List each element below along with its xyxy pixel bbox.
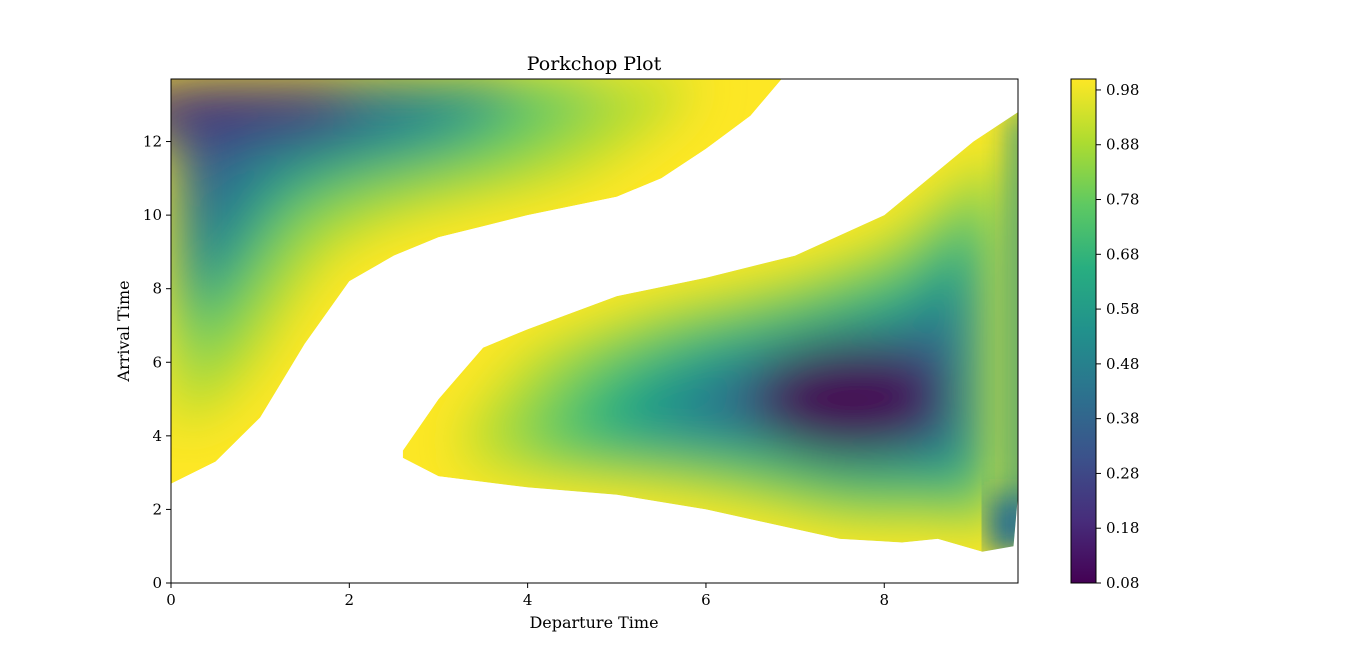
colorbar-tick-label: 0.58	[1106, 300, 1139, 318]
y-tick-label: 2	[152, 500, 162, 518]
y-tick-label: 0	[152, 574, 162, 592]
y-tick-label: 6	[152, 353, 162, 371]
colorbar-tick-label: 0.68	[1106, 245, 1139, 263]
chart-title: Porkchop Plot	[527, 53, 662, 75]
x-tick-label: 6	[701, 591, 711, 609]
y-tick-label: 12	[143, 133, 162, 151]
y-tick-label: 10	[143, 206, 162, 224]
y-tick-label: 8	[152, 280, 162, 298]
y-axis-label: Arrival Time	[114, 280, 133, 382]
colorbar-tick-label: 0.48	[1106, 355, 1139, 373]
y-tick-label: 4	[152, 427, 162, 445]
x-tick-label: 8	[879, 591, 889, 609]
x-tick-label: 4	[523, 591, 533, 609]
x-axis: 0 2 4 6 8	[166, 583, 889, 609]
colorbar-gradient	[1071, 79, 1096, 583]
x-tick-label: 0	[166, 591, 176, 609]
y-axis: 0 2 4 6 8 10 12	[143, 133, 171, 592]
colorbar-tick-label: 0.38	[1106, 410, 1139, 428]
x-tick-label: 2	[345, 591, 355, 609]
colorbar-tick-label: 0.08	[1106, 574, 1139, 592]
colorbar-tick-label: 0.78	[1106, 191, 1139, 209]
colorbar-tick-label: 0.28	[1106, 464, 1139, 482]
colorbar-tick-label: 0.98	[1106, 81, 1139, 99]
colorbar: 0.08 0.18 0.28 0.38 0.48 0.58 0.68 0.78 0.88 0.98	[1070, 78, 1139, 592]
lower-contour-region	[402, 112, 1018, 552]
x-axis-label: Departure Time	[529, 613, 658, 632]
colorbar-tick-label: 0.18	[1106, 519, 1139, 537]
plot-area	[171, 79, 1018, 583]
upper-contour-region	[171, 79, 782, 484]
plot-frame	[170, 78, 1019, 584]
colorbar-tick-label: 0.88	[1106, 136, 1139, 154]
colorbar-frame	[1070, 78, 1097, 584]
